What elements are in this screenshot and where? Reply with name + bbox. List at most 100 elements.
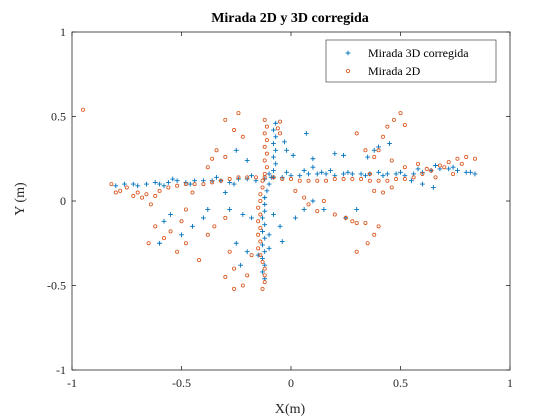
point-mirada-2d — [437, 163, 442, 168]
point-mirada-2d — [332, 212, 337, 217]
point-mirada-2d — [416, 161, 421, 166]
point-mirada-2d — [424, 166, 429, 171]
point-mirada-3d — [201, 215, 206, 221]
point-mirada-2d — [183, 182, 188, 187]
point-mirada-3d — [284, 169, 290, 175]
point-mirada-2d — [271, 175, 276, 180]
point-mirada-3d — [328, 168, 333, 173]
point-mirada-2d — [459, 161, 464, 166]
point-mirada-3d — [122, 181, 127, 187]
point-mirada-2d — [350, 177, 355, 182]
point-mirada-2d — [256, 205, 261, 210]
point-mirada-3d — [170, 176, 176, 182]
point-mirada-3d — [306, 171, 311, 177]
point-mirada-3d — [446, 166, 452, 172]
point-mirada-2d — [455, 156, 460, 161]
point-mirada-2d — [376, 224, 381, 229]
point-mirada-3d — [268, 174, 274, 180]
point-mirada-2d — [260, 259, 265, 264]
legend-label-mirada-3d: Mirada 3D corregida — [368, 46, 469, 60]
point-mirada-3d — [262, 235, 268, 241]
point-mirada-2d — [264, 138, 269, 143]
point-mirada-3d — [227, 207, 233, 212]
point-mirada-2d — [113, 190, 118, 195]
point-mirada-3d — [271, 154, 276, 160]
point-mirada-2d — [398, 111, 403, 116]
point-mirada-3d — [249, 215, 254, 221]
point-mirada-3d — [233, 147, 239, 153]
point-mirada-3d — [363, 173, 368, 179]
point-mirada-2d — [402, 165, 407, 170]
point-mirada-3d — [262, 222, 268, 228]
point-mirada-2d — [402, 122, 407, 127]
legend-label-mirada-2d: Mirada 2D — [368, 64, 421, 78]
point-mirada-3d — [165, 180, 171, 185]
point-mirada-2d — [190, 190, 195, 195]
y-tick-label: -0.5 — [47, 279, 66, 293]
point-mirada-2d — [429, 168, 434, 173]
point-mirada-2d — [227, 177, 232, 182]
point-mirada-2d — [306, 202, 311, 207]
point-mirada-2d — [175, 183, 180, 188]
point-mirada-3d — [271, 212, 276, 217]
point-mirada-2d — [249, 253, 254, 258]
point-mirada-2d — [367, 178, 372, 183]
point-mirada-2d — [80, 107, 85, 112]
point-mirada-2d — [321, 198, 326, 203]
plot-area — [72, 32, 510, 370]
point-mirada-3d — [260, 215, 265, 221]
point-mirada-2d — [232, 266, 237, 271]
point-mirada-3d — [271, 141, 276, 146]
point-mirada-3d — [279, 239, 285, 244]
point-mirada-2d — [264, 151, 269, 156]
series-layer — [80, 107, 478, 291]
point-mirada-2d — [218, 178, 223, 183]
point-mirada-3d — [266, 245, 272, 251]
point-mirada-3d — [260, 229, 265, 234]
point-mirada-3d — [341, 171, 346, 177]
point-mirada-3d — [113, 183, 119, 189]
y-tick-label: -1 — [56, 363, 66, 377]
point-mirada-3d — [468, 169, 473, 175]
y-tick-label: 0.5 — [51, 110, 66, 124]
point-mirada-2d — [451, 171, 456, 176]
point-mirada-2d — [363, 220, 368, 225]
point-mirada-2d — [109, 182, 114, 187]
point-mirada-2d — [332, 177, 337, 182]
point-mirada-2d — [258, 212, 263, 217]
x-tick-label: 0.5 — [393, 376, 408, 390]
point-mirada-2d — [262, 273, 267, 278]
point-mirada-3d — [233, 240, 239, 246]
y-axis-label: Y (m) — [13, 182, 28, 216]
point-mirada-3d — [130, 181, 136, 187]
point-mirada-2d — [389, 158, 394, 163]
point-mirada-2d — [212, 224, 217, 229]
point-mirada-2d — [140, 195, 145, 200]
point-mirada-2d — [166, 185, 171, 190]
point-mirada-2d — [161, 236, 166, 241]
point-mirada-2d — [157, 188, 162, 193]
point-mirada-3d — [319, 169, 325, 175]
point-mirada-2d — [245, 273, 250, 278]
point-mirada-2d — [124, 185, 129, 190]
point-mirada-2d — [264, 124, 269, 129]
point-mirada-2d — [192, 182, 197, 187]
point-mirada-2d — [175, 249, 180, 254]
point-mirada-2d — [258, 253, 263, 258]
point-mirada-2d — [135, 190, 140, 195]
point-mirada-2d — [232, 286, 237, 291]
point-mirada-2d — [315, 178, 320, 183]
point-mirada-2d — [442, 165, 447, 170]
point-mirada-2d — [258, 198, 263, 203]
point-mirada-3d — [214, 174, 219, 180]
point-mirada-3d — [266, 171, 272, 177]
point-mirada-2d — [232, 128, 237, 133]
point-mirada-3d — [463, 169, 469, 175]
point-mirada-2d — [376, 178, 381, 183]
point-mirada-2d — [258, 192, 263, 197]
point-mirada-3d — [161, 183, 167, 189]
point-mirada-3d — [301, 207, 307, 212]
point-mirada-2d — [258, 226, 263, 231]
point-mirada-2d — [278, 131, 283, 136]
